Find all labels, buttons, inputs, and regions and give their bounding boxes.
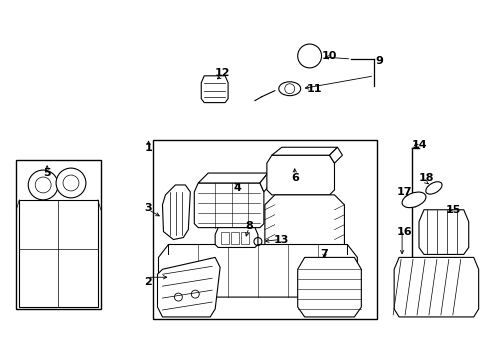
Polygon shape	[201, 76, 227, 103]
Circle shape	[28, 170, 58, 200]
Bar	[16, 160, 101, 309]
Polygon shape	[194, 183, 264, 228]
Text: 10: 10	[321, 51, 337, 61]
Text: 16: 16	[395, 226, 411, 237]
Ellipse shape	[425, 182, 441, 194]
Polygon shape	[266, 155, 334, 195]
Polygon shape	[157, 257, 220, 317]
Polygon shape	[221, 231, 228, 243]
Polygon shape	[215, 228, 257, 247]
Polygon shape	[297, 257, 361, 317]
Text: 11: 11	[306, 84, 322, 94]
Circle shape	[56, 168, 86, 198]
Polygon shape	[393, 257, 478, 317]
Polygon shape	[329, 147, 342, 163]
Text: 2: 2	[143, 277, 151, 287]
Text: 9: 9	[374, 56, 383, 66]
Ellipse shape	[278, 82, 300, 96]
Text: 5: 5	[43, 168, 51, 178]
Text: 7: 7	[320, 249, 328, 260]
Text: 8: 8	[244, 221, 252, 231]
Text: 4: 4	[233, 183, 241, 193]
Polygon shape	[198, 173, 267, 183]
Polygon shape	[241, 231, 248, 243]
Polygon shape	[231, 231, 239, 243]
Text: 13: 13	[274, 234, 289, 244]
Circle shape	[297, 44, 321, 68]
Polygon shape	[271, 147, 337, 155]
Text: 1: 1	[144, 143, 152, 153]
Text: 17: 17	[396, 187, 411, 197]
Text: 14: 14	[410, 140, 426, 150]
Polygon shape	[158, 244, 357, 297]
Polygon shape	[418, 210, 468, 255]
Polygon shape	[260, 173, 271, 192]
Text: 6: 6	[290, 173, 298, 183]
Text: 18: 18	[417, 173, 433, 183]
Bar	[152, 140, 376, 319]
Ellipse shape	[401, 192, 425, 208]
Polygon shape	[162, 185, 190, 239]
Text: 3: 3	[144, 203, 152, 213]
Polygon shape	[264, 195, 344, 264]
Text: 15: 15	[445, 205, 461, 215]
Text: 12: 12	[214, 68, 229, 78]
Polygon shape	[19, 200, 98, 307]
